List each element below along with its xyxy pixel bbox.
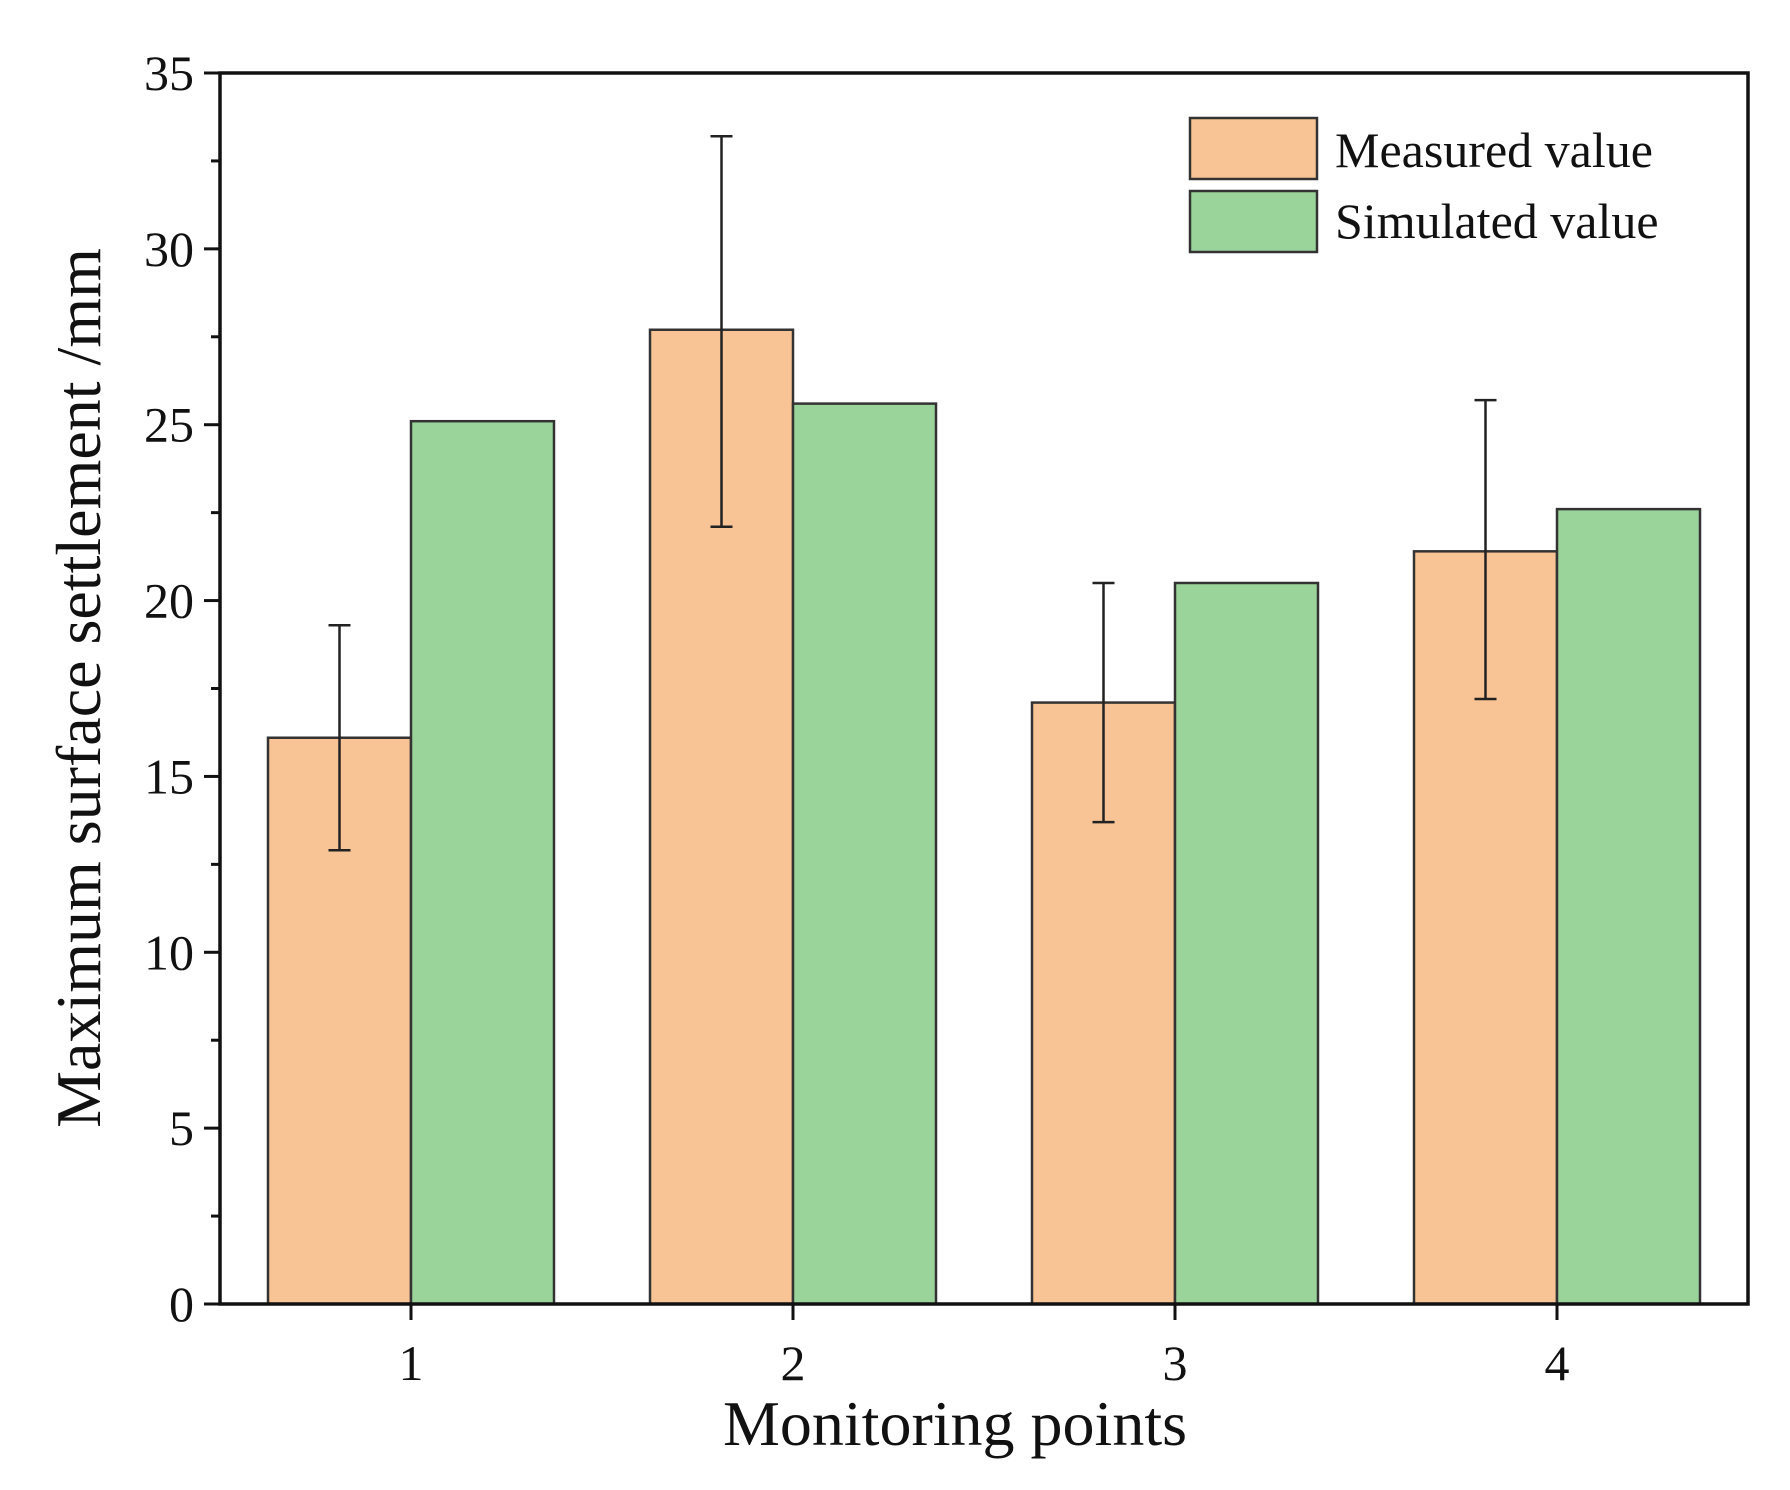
x-tick-label: 3 bbox=[1163, 1335, 1188, 1391]
bar-simulated-4 bbox=[1555, 507, 1702, 1306]
y-tick-label: 15 bbox=[144, 748, 194, 804]
error-bar-measured-4 bbox=[1474, 398, 1497, 701]
legend: Measured value Simulated value bbox=[1188, 116, 1659, 254]
bar-simulated-1 bbox=[409, 419, 556, 1306]
y-axis-title: Maximum surface settlement /mm bbox=[43, 248, 114, 1128]
x-tick-label: 1 bbox=[399, 1335, 424, 1391]
y-tick-label: 35 bbox=[144, 45, 194, 101]
bar-simulated-3 bbox=[1173, 581, 1320, 1306]
y-tick-label: 30 bbox=[144, 221, 194, 277]
y-tick-label: 5 bbox=[169, 1100, 194, 1156]
plot-area: 0 5 10 15 20 25 30 35 1 2 3 4 bbox=[144, 45, 1750, 1391]
legend-label-simulated: Simulated value bbox=[1335, 193, 1659, 249]
y-tick-label: 0 bbox=[169, 1276, 194, 1332]
legend-swatch-simulated bbox=[1188, 189, 1319, 254]
y-tick-label: 10 bbox=[144, 924, 194, 980]
legend-swatch-measured bbox=[1188, 116, 1319, 181]
bar-simulated-2 bbox=[791, 402, 938, 1306]
x-tick-label: 2 bbox=[781, 1335, 806, 1391]
x-axis-title: Monitoring points bbox=[723, 1388, 1187, 1459]
legend-label-measured: Measured value bbox=[1335, 122, 1653, 178]
y-tick-label: 25 bbox=[144, 397, 194, 453]
error-bar-measured-2 bbox=[710, 135, 733, 528]
x-tick-label: 4 bbox=[1545, 1335, 1570, 1391]
error-bar-measured-3 bbox=[1092, 581, 1115, 824]
y-tick-label: 20 bbox=[144, 573, 194, 629]
error-bar-measured-1 bbox=[328, 623, 351, 852]
